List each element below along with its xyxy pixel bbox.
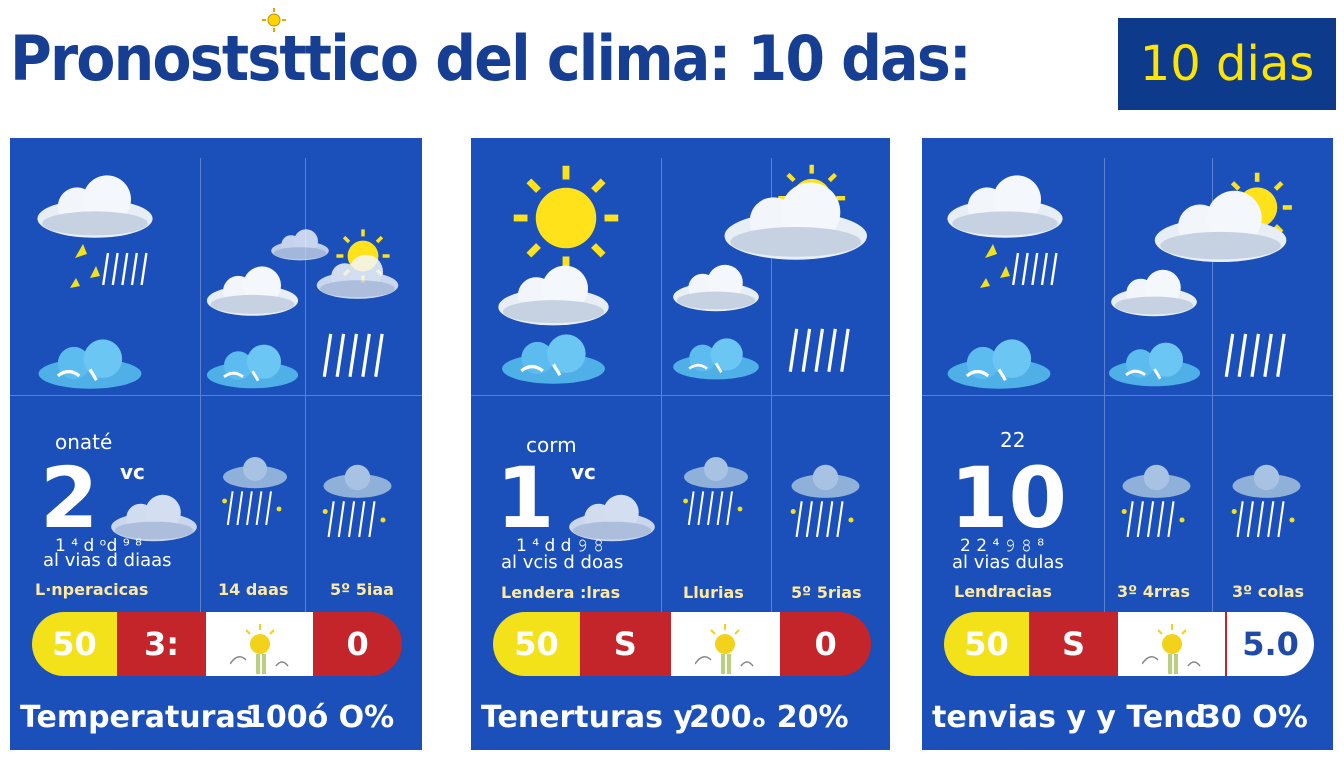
label-1: Lendracias: [954, 582, 1052, 601]
cloud-icon: [1111, 269, 1197, 317]
days-text: al vias dulas: [952, 552, 1064, 573]
blue-cloud-icon: [205, 343, 300, 390]
summary-bar: 50 S 5.0: [944, 612, 1314, 676]
label-1: Lendera :lras: [501, 583, 621, 602]
storm-icon: [221, 456, 288, 526]
page-title: Pronoststtico del clima: 10 das:: [10, 22, 972, 95]
storm-icon: [1230, 463, 1302, 539]
label-2: Llurias: [683, 583, 744, 602]
blue-cloud-icon: [671, 337, 761, 381]
forecast-panel-1: onaté 2 vc 1 ⁴ d ᵒd ⁹ ⁸ al vias d diaas …: [10, 138, 422, 750]
sun-rain-icon: [229, 622, 290, 674]
small-label: onaté: [55, 430, 113, 454]
storm-icon: [1120, 463, 1192, 539]
red-value: S: [579, 612, 671, 676]
sun-icon: [262, 8, 286, 32]
days-badge: 10 dias: [1118, 18, 1336, 110]
digits-row: 1 ⁴ d d 𝟿 𝟾: [516, 536, 605, 556]
cloud-icon: [498, 265, 609, 326]
sun-icon: [511, 163, 621, 273]
digits-row: 2 2 ⁴ 𝟿 𝟾 ⁸: [960, 536, 1045, 556]
label-3: 5º 5rias: [791, 583, 862, 602]
forecast-panel-2: corm 1 vc 1 ⁴ d d 𝟿 𝟾 al vcis d doas Len…: [471, 138, 890, 750]
temperature-value: 1: [496, 449, 555, 547]
digits-row: 1 ⁴ d ᵒd ⁹ ⁸: [55, 536, 142, 556]
days-text: al vias d diaas: [43, 550, 172, 571]
footer-right: 30 O%: [1200, 700, 1308, 735]
blue-cloud-icon: [36, 337, 144, 391]
days-text: al vcis d doas: [501, 552, 624, 573]
label-2: 14 daas: [218, 580, 289, 599]
rain-cloud-icon: [947, 175, 1063, 288]
small-label: 22: [1000, 428, 1026, 452]
footer-left: Tenerturas y: [481, 700, 693, 735]
last-value: 5.0: [1225, 612, 1314, 676]
footer-right: 100ó O%: [245, 700, 395, 735]
sun-rain-icon: [695, 622, 756, 674]
footer-left: Temperaturas: [20, 700, 254, 735]
temperature-unit: vc: [571, 460, 596, 484]
cloud-icon: [673, 264, 759, 312]
blue-cloud-icon: [500, 332, 607, 386]
summary-bar: 50 S 0: [493, 612, 871, 676]
blue-cloud-icon: [945, 337, 1053, 391]
red-value: S: [1029, 612, 1118, 676]
rain-icon: [322, 333, 384, 379]
small-label: corm: [526, 433, 577, 457]
partly-cloudy-icon: [724, 163, 868, 260]
partly-cloudy-icon: [271, 228, 399, 299]
footer-right: 200ₒ 20%: [689, 700, 849, 735]
storm-icon: [321, 463, 393, 539]
sun-rain-icon: [1141, 622, 1202, 674]
last-value: 0: [313, 612, 402, 676]
forecast-panel-3: 22 10 2 2 ⁴ 𝟿 𝟾 ⁸ al vias dulas Lendraci…: [922, 138, 1333, 750]
yellow-value: 50: [32, 612, 118, 676]
label-1: L·nperacicas: [35, 580, 149, 599]
last-value: 0: [780, 612, 871, 676]
temperature-unit: vc: [120, 460, 145, 484]
temperature-value: 2: [40, 449, 99, 547]
rain-icon: [1224, 333, 1286, 379]
label-3: 3º colas: [1232, 582, 1305, 601]
footer-left: tenvias y y Tend: [932, 700, 1207, 735]
yellow-value: 50: [493, 612, 580, 676]
rain-cloud-icon: [37, 175, 153, 288]
label-2: 3º 4rras: [1117, 582, 1190, 601]
red-value: 3:: [117, 612, 206, 676]
temperature-value: 10: [950, 449, 1067, 547]
summary-bar: 50 3: 0: [32, 612, 402, 676]
storm-icon: [789, 463, 861, 539]
storm-icon: [682, 456, 749, 526]
blue-cloud-icon: [1107, 341, 1202, 388]
label-3: 5º 5iaa: [330, 580, 394, 599]
yellow-value: 50: [944, 612, 1030, 676]
rain-icon: [788, 328, 850, 374]
